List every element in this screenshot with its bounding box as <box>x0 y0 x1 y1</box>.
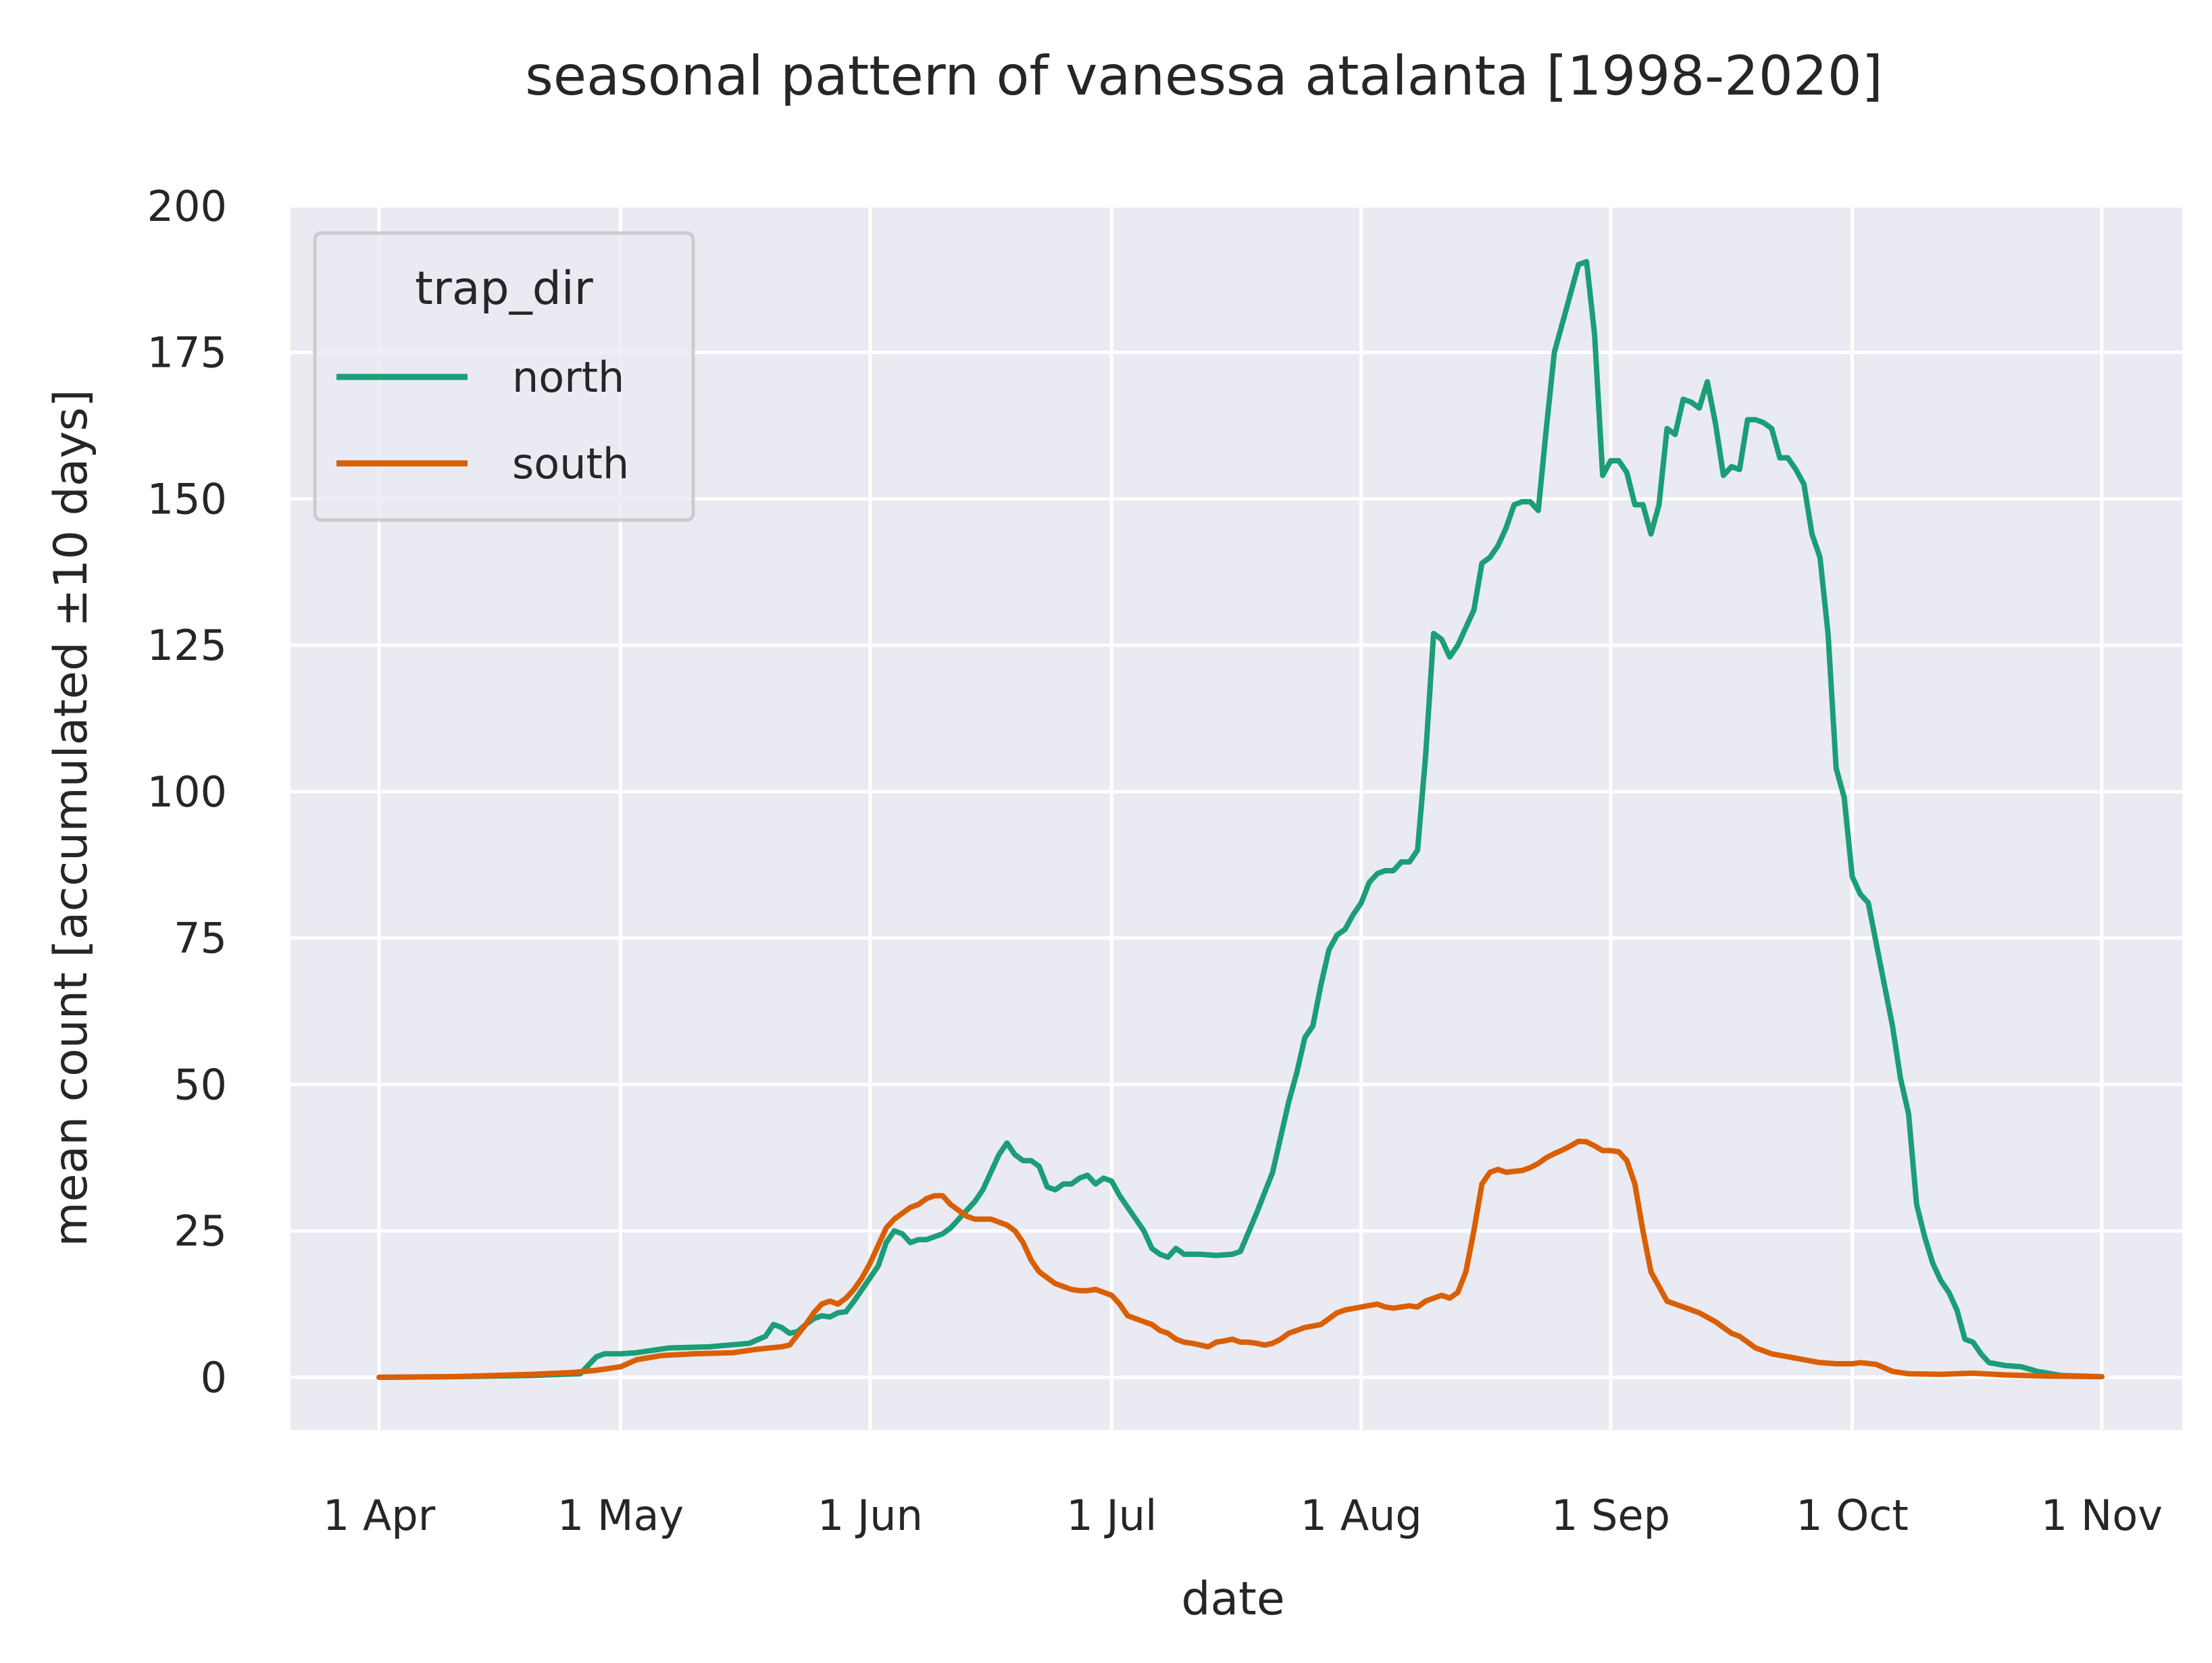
x-tick-labels: 1 Apr 1 May 1 Jun 1 Jul 1 Aug 1 Sep 1 Oct 1 Nov <box>323 1491 2163 1540</box>
y-tick-label: 0 <box>201 1353 227 1402</box>
x-tick-label: 1 May <box>557 1491 684 1540</box>
x-axis-label: date <box>1181 1572 1284 1626</box>
x-gridlines <box>377 206 2104 1430</box>
legend-box <box>313 231 695 522</box>
x-tick-label: 1 Sep <box>1551 1491 1670 1540</box>
y-tick-label: 100 <box>147 767 227 817</box>
x-tick-label: 1 Oct <box>1796 1491 1908 1540</box>
legend-label-north: north <box>512 353 624 402</box>
x-tick-label: 1 Nov <box>2041 1491 2163 1540</box>
legend: trap_dir north south <box>313 231 695 522</box>
series-layer <box>376 259 2105 1380</box>
chart-title: seasonal pattern of vanessa atalanta [19… <box>525 45 1883 107</box>
y-tick-label: 150 <box>147 474 227 523</box>
y-tick-label: 25 <box>174 1206 227 1256</box>
series-line-south <box>376 1138 2105 1380</box>
legend-label-south: south <box>512 439 629 488</box>
y-tick-label: 175 <box>147 328 227 378</box>
x-tick-label: 1 Aug <box>1301 1491 1422 1540</box>
y-axis-label: mean count [accumulated ±10 days] <box>45 389 98 1246</box>
x-tick-label: 1 Jul <box>1066 1491 1157 1540</box>
y-tick-label: 50 <box>174 1060 227 1109</box>
y-tick-labels: 0 25 50 75 100 125 150 175 200 <box>147 182 227 1402</box>
x-tick-label: 1 Jun <box>818 1491 923 1540</box>
y-tick-label: 125 <box>147 621 227 670</box>
series-line-north <box>376 259 2105 1380</box>
x-tick-label: 1 Apr <box>323 1491 436 1540</box>
y-tick-label: 75 <box>174 914 227 963</box>
y-tick-label: 200 <box>147 182 227 231</box>
legend-title: trap_dir <box>415 262 593 315</box>
